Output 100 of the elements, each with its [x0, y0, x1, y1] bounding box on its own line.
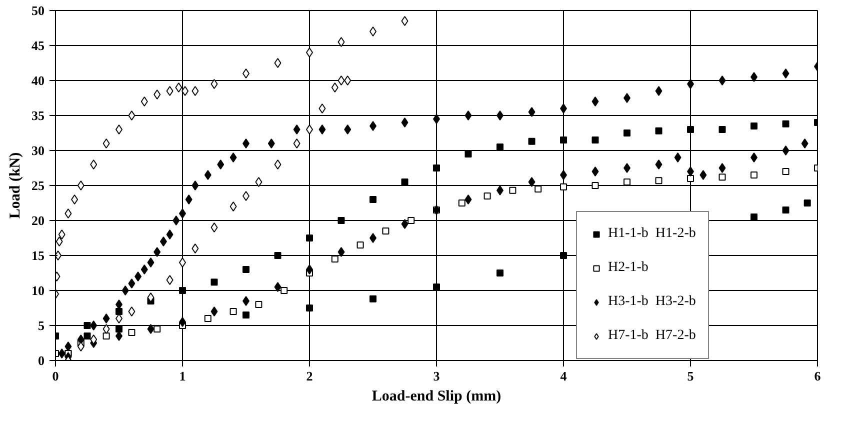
point — [356, 242, 364, 248]
y-tick-label: 40 — [32, 73, 44, 88]
x-tick-label: 6 — [814, 368, 822, 384]
point — [116, 308, 122, 315]
point — [338, 217, 345, 224]
point — [592, 136, 599, 144]
point — [154, 90, 161, 100]
y-tick-label: 25 — [32, 178, 45, 193]
point — [77, 342, 84, 352]
point — [655, 127, 662, 134]
point — [128, 306, 136, 316]
point — [56, 236, 63, 246]
point — [192, 86, 199, 96]
point — [687, 126, 694, 133]
point — [528, 138, 536, 145]
point — [102, 138, 110, 148]
x-axis-title: Load-end Slip (mm) — [372, 388, 502, 404]
point — [274, 58, 282, 68]
point — [560, 136, 567, 144]
point — [116, 326, 122, 332]
point — [318, 104, 326, 114]
point — [179, 258, 186, 268]
legend-label: H3-1-b H3-2-b — [608, 294, 696, 310]
point — [84, 332, 91, 340]
point — [408, 217, 415, 224]
point — [624, 178, 630, 186]
point — [750, 172, 758, 178]
y-tick-label: 0 — [38, 353, 44, 368]
x-tick-label: 4 — [560, 368, 568, 384]
point — [179, 287, 186, 294]
point — [306, 124, 313, 134]
point — [280, 287, 288, 294]
y-axis-title: Load (kN) — [8, 152, 24, 219]
x-tick-label: 5 — [687, 368, 694, 384]
point — [782, 206, 790, 214]
point — [210, 278, 218, 286]
point — [306, 304, 313, 312]
point — [458, 200, 466, 206]
point — [687, 175, 694, 182]
point — [204, 315, 212, 322]
y-tick-label: 35 — [32, 108, 45, 123]
x-tick-label: 3 — [433, 368, 440, 384]
point — [242, 191, 250, 201]
point — [484, 192, 491, 200]
point — [84, 322, 91, 329]
y-tick-label: 30 — [32, 143, 44, 158]
point — [242, 266, 250, 273]
legend-label: H2-1-b — [608, 260, 648, 276]
point — [592, 182, 599, 189]
point — [102, 332, 110, 340]
y-tick-label: 20 — [32, 213, 44, 228]
x-tick-label: 0 — [52, 368, 59, 384]
point — [718, 174, 726, 181]
point — [401, 16, 408, 26]
point — [344, 76, 352, 86]
point — [750, 122, 758, 130]
point — [230, 202, 237, 212]
point — [182, 86, 189, 96]
point — [496, 144, 504, 150]
point — [90, 160, 98, 170]
point — [331, 82, 338, 92]
point — [230, 308, 237, 315]
point — [128, 110, 136, 120]
legend-label: H7-1-b H7-2-b — [608, 328, 696, 344]
point — [718, 126, 726, 133]
point — [116, 124, 122, 134]
point — [496, 270, 504, 276]
point — [370, 295, 376, 302]
point — [71, 194, 78, 204]
point — [154, 326, 161, 332]
x-tick-label: 2 — [306, 368, 313, 384]
point — [433, 284, 440, 290]
point — [750, 214, 758, 220]
point — [242, 68, 250, 78]
point — [782, 120, 790, 128]
point — [534, 186, 542, 192]
point — [560, 183, 567, 190]
legend-label: H1-1-b H1-2-b — [608, 226, 696, 242]
point — [338, 37, 345, 47]
point — [464, 150, 472, 158]
point — [255, 177, 262, 187]
point — [624, 130, 630, 136]
point — [338, 76, 345, 86]
y-tick-label: 10 — [32, 283, 44, 298]
point — [102, 324, 110, 334]
point — [306, 234, 313, 242]
point — [382, 228, 390, 234]
y-tick-label: 50 — [32, 3, 44, 18]
point — [175, 82, 182, 92]
point — [128, 329, 136, 336]
point — [147, 292, 154, 302]
point — [140, 96, 148, 106]
point — [804, 200, 811, 206]
point — [509, 186, 516, 194]
point — [560, 252, 567, 259]
point — [210, 79, 218, 89]
point — [90, 334, 98, 344]
point — [782, 168, 790, 175]
y-tick-label: 5 — [38, 318, 45, 333]
point — [293, 138, 300, 148]
